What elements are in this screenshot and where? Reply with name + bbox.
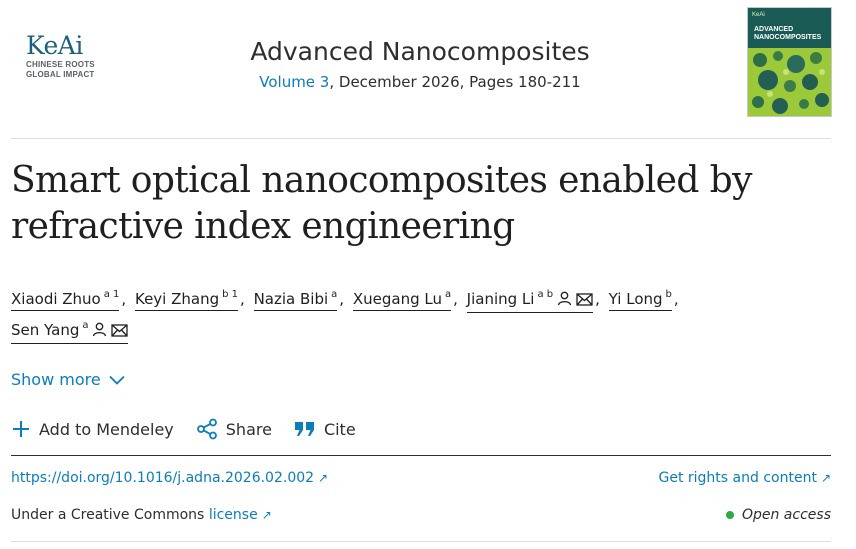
license-prefix: Under a Creative Commons	[11, 507, 209, 523]
cite-label: Cite	[323, 419, 356, 439]
cover-title-line-2: NANOCOMPOSITES	[754, 34, 822, 41]
author-affiliation: a	[444, 289, 452, 300]
person-icon	[557, 291, 572, 311]
license-row: Under a Creative Commons license ↗ Open a…	[11, 507, 831, 523]
volume-link[interactable]: Volume 3	[259, 73, 330, 91]
author-name: Nazia Bibi	[253, 290, 329, 308]
get-rights-link[interactable]: Get rights and content ↗	[659, 470, 832, 486]
author-affiliation: b	[665, 289, 672, 300]
author-name: Xiaodi Zhuo	[11, 290, 101, 308]
author-affiliation: a 1	[103, 289, 120, 300]
quote-icon	[294, 420, 316, 438]
envelope-icon	[111, 322, 129, 342]
footer-divider	[11, 541, 831, 542]
author-link[interactable]: Xiaodi Zhuo a 1	[11, 285, 120, 311]
person-icon	[92, 322, 107, 342]
journal-header: Advanced Nanocomposites Volume 3, Decemb…	[160, 36, 680, 92]
share-button[interactable]: Share	[196, 418, 272, 440]
license-link[interactable]: license ↗	[209, 507, 272, 523]
share-icon	[196, 418, 218, 440]
show-more-button[interactable]: Show more	[11, 370, 125, 389]
external-link-icon: ↗	[820, 471, 831, 485]
author-link[interactable]: Nazia Bibi a	[253, 285, 338, 311]
publisher-tagline-1: CHINESE ROOTS	[26, 60, 95, 69]
external-link-icon: ↗	[318, 471, 329, 485]
author-link[interactable]: Jianing Li a b	[466, 285, 594, 313]
author-link[interactable]: Yi Long b	[608, 285, 672, 311]
author-link[interactable]: Xuegang Lu a	[352, 285, 452, 311]
cover-brand: KeAi	[752, 12, 765, 18]
header-divider	[11, 138, 831, 139]
cover-artwork	[748, 8, 831, 116]
author-name: Jianing Li	[466, 290, 535, 308]
author-list: Xiaodi Zhuo a 1, Keyi Zhang b 1, Nazia Bib…	[11, 284, 841, 346]
license-link-text: license	[208, 507, 258, 523]
open-access-badge: Open access	[725, 507, 831, 523]
chevron-down-icon	[109, 370, 125, 389]
author-affiliation: a	[82, 320, 89, 331]
issue-details: , December 2026, Pages 180-211	[329, 73, 581, 91]
article-actions: Add to Mendeley Share Cite	[11, 418, 378, 440]
author-affiliation: b 1	[222, 289, 239, 300]
share-label: Share	[225, 419, 272, 439]
journal-title[interactable]: Advanced Nanocomposites	[250, 37, 590, 66]
publisher-tagline-2: GLOBAL IMPACT	[26, 70, 95, 79]
doi-link[interactable]: https://doi.org/10.1016/j.adna.2026.02.0…	[11, 470, 328, 486]
show-more-label: Show more	[11, 370, 101, 389]
author-affiliation: a b	[537, 289, 554, 300]
author-name: Keyi Zhang	[134, 290, 220, 308]
author-link[interactable]: Sen Yang a	[11, 316, 129, 344]
author-name: Sen Yang	[11, 321, 80, 339]
doi-text: https://doi.org/10.1016/j.adna.2026.02.0…	[11, 470, 315, 486]
actions-divider	[11, 455, 831, 456]
cover-title: ADVANCED NANOCOMPOSITES	[754, 26, 821, 42]
cite-button[interactable]: Cite	[294, 420, 356, 439]
publisher-logo-word: KeAi	[26, 31, 83, 60]
add-to-mendeley-label: Add to Mendeley	[39, 419, 174, 439]
cover-title-line-1: ADVANCED	[754, 26, 794, 33]
article-title: Smart optical nanocomposites enabled by …	[11, 160, 752, 247]
plus-icon	[11, 419, 31, 439]
external-link-icon: ↗	[261, 508, 272, 522]
author-name: Yi Long	[608, 290, 663, 308]
get-rights-text: Get rights and content	[658, 470, 817, 486]
publisher-logo[interactable]: KeAi CHINESE ROOTS GLOBAL IMPACT	[26, 32, 116, 80]
open-access-label: Open access	[741, 507, 831, 523]
journal-issue-info: Volume 3, December 2026, Pages 180-211	[160, 72, 680, 92]
author-link[interactable]: Keyi Zhang b 1	[134, 285, 239, 311]
add-to-mendeley-button[interactable]: Add to Mendeley	[11, 419, 174, 439]
envelope-icon	[576, 291, 593, 311]
author-name: Xuegang Lu	[352, 290, 442, 308]
open-access-dot-icon	[725, 511, 734, 519]
author-affiliation: a	[331, 289, 338, 300]
journal-cover-image[interactable]: KeAi ADVANCED NANOCOMPOSITES	[747, 7, 832, 117]
